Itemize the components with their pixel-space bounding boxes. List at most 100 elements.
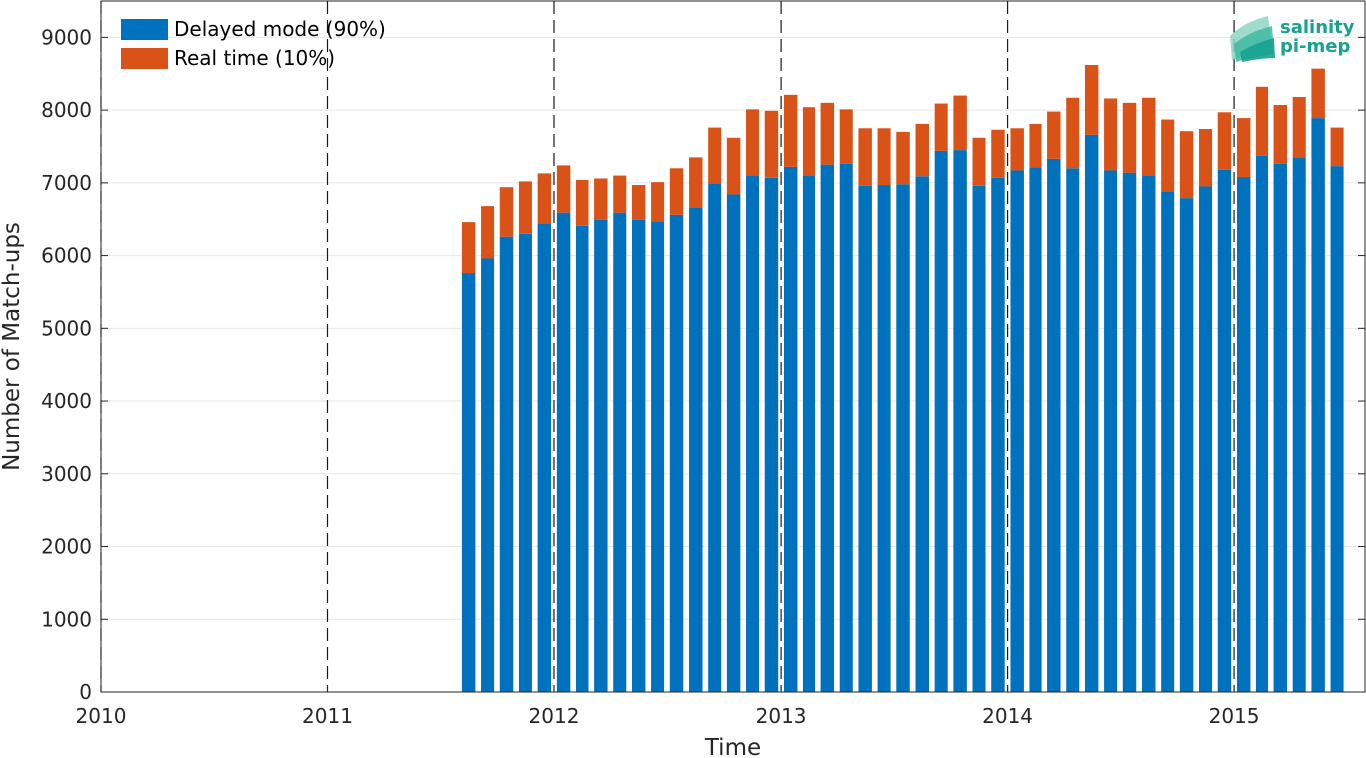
bar-delayed-2013-01 (783, 166, 798, 693)
bar-delayed-2011-09 (481, 258, 495, 692)
bar-delayed-2012-12 (764, 177, 779, 693)
year-markers (100, 1, 1235, 692)
bar-delayed-2012-02 (575, 225, 589, 692)
bar-delayed-2014-02 (1029, 167, 1042, 692)
bar-realtime-2014-03 (1047, 111, 1061, 159)
bar-delayed-2013-04 (839, 163, 853, 692)
bar-delayed-2013-07 (896, 184, 910, 692)
logo-waves-icon (1230, 16, 1275, 62)
bars (461, 65, 1344, 693)
logo-text-salinity: salinity (1280, 17, 1355, 38)
legend-swatch-delayed (121, 19, 168, 40)
bar-delayed-2014-04 (1066, 168, 1080, 692)
bar-realtime-2012-06 (651, 182, 665, 222)
bar-realtime-2011-09 (481, 206, 495, 259)
bar-realtime-2014-10 (1179, 131, 1194, 199)
bar-realtime-2015-01 (1236, 118, 1251, 178)
bar-delayed-2014-03 (1047, 158, 1061, 693)
x-axis-label: Time (704, 735, 761, 758)
bar-delayed-2014-09 (1161, 191, 1175, 692)
bar-realtime-2011-12 (537, 173, 552, 224)
bar-delayed-2014-10 (1179, 198, 1194, 693)
y-tick-label-2000: 2000 (41, 535, 92, 559)
bar-realtime-2012-10 (726, 137, 741, 195)
bar-realtime-2012-03 (594, 178, 608, 220)
legend: Delayed mode (90%) Real time (10%) (121, 17, 386, 70)
bar-realtime-2014-05 (1084, 65, 1099, 135)
bar-delayed-2013-03 (820, 164, 835, 692)
bar-delayed-2014-01 (1010, 170, 1024, 693)
bar-realtime-2012-07 (669, 168, 684, 215)
bar-delayed-2012-09 (708, 183, 722, 693)
bar-realtime-2014-01 (1010, 128, 1024, 171)
bar-delayed-2013-12 (991, 177, 1005, 693)
bar-delayed-2012-03 (594, 219, 608, 692)
x-axis-ticks: 2010 2011 2012 2013 2014 2015 (76, 685, 1260, 728)
bar-realtime-2014-11 (1199, 129, 1213, 187)
bar-delayed-2014-12 (1217, 169, 1232, 692)
bar-realtime-2014-07 (1122, 102, 1137, 173)
bar-realtime-2015-06 (1330, 127, 1344, 167)
bar-delayed-2013-09 (934, 150, 948, 692)
bar-delayed-2012-11 (746, 175, 760, 692)
bar-delayed-2015-04 (1292, 157, 1306, 692)
y-tick-label-0: 0 (79, 680, 92, 704)
bar-realtime-2011-11 (518, 181, 532, 234)
x-tick-label-2011: 2011 (302, 704, 353, 728)
bar-realtime-2015-05 (1311, 68, 1325, 119)
y-tick-label-9000: 9000 (41, 25, 92, 49)
bar-realtime-2012-05 (631, 185, 646, 220)
bar-realtime-2012-04 (613, 175, 627, 213)
bar-realtime-2012-02 (575, 179, 589, 226)
y-tick-label-6000: 6000 (41, 244, 92, 268)
bar-realtime-2013-03 (820, 102, 835, 165)
x-tick-label-2014: 2014 (982, 704, 1033, 728)
bar-realtime-2013-10 (953, 95, 967, 151)
bar-realtime-2013-12 (991, 129, 1005, 178)
bar-realtime-2012-11 (746, 109, 760, 176)
bar-delayed-2013-06 (877, 185, 891, 692)
legend-label-delayed: Delayed mode (90%) (174, 17, 386, 41)
y-tick-label-5000: 5000 (41, 316, 92, 340)
bar-realtime-2013-06 (877, 128, 891, 186)
bar-delayed-2013-08 (915, 176, 929, 693)
bar-delayed-2012-01 (556, 212, 571, 692)
bar-realtime-2014-02 (1029, 123, 1042, 168)
bar-realtime-2012-01 (556, 165, 571, 213)
y-tick-label-1000: 1000 (41, 607, 92, 631)
bar-delayed-2011-11 (518, 233, 532, 693)
bar-delayed-2013-02 (802, 175, 816, 692)
y-tick-label-4000: 4000 (41, 389, 92, 413)
bar-delayed-2014-05 (1084, 134, 1099, 692)
bar-delayed-2011-10 (499, 236, 514, 693)
y-tick-label-8000: 8000 (41, 98, 92, 122)
salinity-pi-mep-logo: salinity pi-mep (1230, 16, 1355, 62)
bar-delayed-2014-08 (1142, 175, 1156, 692)
bar-realtime-2013-05 (858, 128, 872, 186)
bar-realtime-2013-01 (783, 94, 798, 167)
y-tick-label-7000: 7000 (41, 171, 92, 195)
bar-realtime-2013-08 (915, 123, 929, 177)
bar-delayed-2012-04 (613, 212, 627, 692)
legend-label-realtime: Real time (10%) (174, 46, 335, 70)
bar-realtime-2012-12 (764, 110, 779, 178)
bar-delayed-2015-03 (1273, 163, 1288, 692)
bar-realtime-2015-03 (1273, 105, 1288, 164)
x-tick-label-2013: 2013 (756, 704, 807, 728)
bar-realtime-2013-11 (972, 137, 986, 186)
x-tick-label-2010: 2010 (76, 704, 127, 728)
bar-realtime-2011-08 (461, 222, 476, 274)
bar-delayed-2011-12 (537, 223, 552, 692)
bar-realtime-2015-02 (1255, 86, 1269, 156)
bar-delayed-2015-06 (1330, 166, 1344, 693)
bar-realtime-2014-04 (1066, 97, 1080, 169)
y-axis-ticks: 0 1000 2000 3000 4000 5000 6000 7000 8000 9000 (41, 25, 1365, 704)
bar-delayed-2013-11 (972, 185, 986, 692)
x-tick-label-2012: 2012 (529, 704, 580, 728)
bar-realtime-2013-02 (802, 107, 816, 176)
bar-delayed-2012-07 (669, 214, 684, 692)
legend-swatch-realtime (121, 48, 168, 69)
logo-text-pi-mep: pi-mep (1280, 36, 1350, 57)
bar-realtime-2013-07 (896, 131, 910, 185)
bar-delayed-2012-10 (726, 194, 741, 693)
